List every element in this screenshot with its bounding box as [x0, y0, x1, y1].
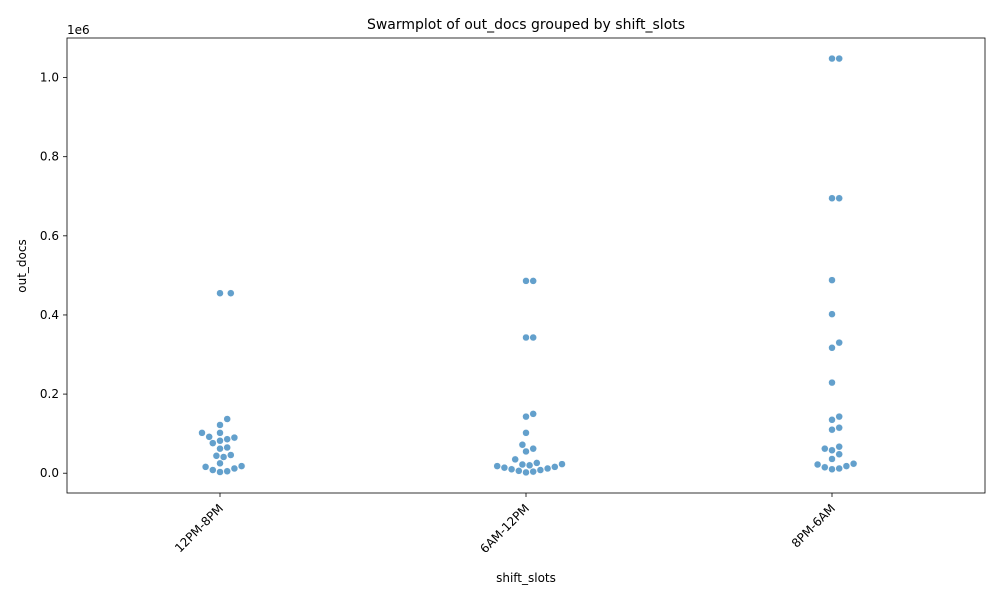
data-point	[828, 446, 836, 455]
x-tick-label: 6AM-12PM	[477, 501, 532, 556]
y-tick-label: 0.0	[40, 466, 59, 480]
data-point	[828, 310, 836, 318]
data-point	[205, 433, 213, 441]
data-point	[515, 467, 523, 475]
data-point	[216, 437, 224, 445]
data-point	[525, 461, 534, 470]
data-point	[828, 194, 836, 202]
data-point	[558, 460, 566, 468]
y-axis-offset-label: 1e6	[67, 23, 90, 37]
data-point	[230, 433, 239, 442]
data-point	[529, 444, 537, 453]
data-point	[507, 465, 516, 474]
data-point	[227, 289, 235, 297]
y-axis-ticks: 0.0 0.2 0.4 0.6 0.8 1.0	[40, 71, 67, 480]
y-tick-label: 0.4	[40, 308, 59, 322]
data-point	[230, 464, 239, 473]
chart-title: Swarmplot of out_docs grouped by shift_s…	[367, 17, 685, 33]
data-point	[835, 412, 843, 421]
y-tick-label: 1.0	[40, 71, 59, 85]
data-point	[223, 415, 231, 423]
data-point	[216, 459, 224, 468]
data-point	[522, 333, 530, 342]
data-point	[835, 194, 843, 202]
data-point	[209, 439, 217, 447]
data-point	[237, 462, 246, 470]
data-point	[821, 444, 829, 453]
data-point	[828, 378, 836, 387]
data-point	[219, 453, 228, 461]
data-point	[835, 442, 843, 451]
data-point	[835, 464, 843, 473]
data-point	[216, 429, 224, 437]
data-point	[529, 410, 537, 418]
data-point	[522, 468, 530, 477]
data-point	[511, 455, 519, 464]
data-point	[216, 421, 224, 429]
y-tick-label: 0.6	[40, 229, 59, 243]
data-points	[198, 54, 858, 477]
data-point	[828, 416, 836, 424]
data-point	[522, 429, 530, 437]
x-axis-label: shift_slots	[496, 571, 556, 585]
data-point	[223, 467, 231, 475]
data-point	[518, 460, 527, 469]
data-point	[201, 463, 210, 471]
data-point	[849, 459, 858, 468]
data-point	[828, 54, 836, 63]
data-point	[522, 412, 530, 421]
y-axis-label: out_docs	[15, 239, 29, 292]
data-point	[227, 451, 235, 459]
y-tick-label: 0.2	[40, 387, 59, 401]
data-point	[551, 463, 559, 471]
data-point	[223, 435, 231, 443]
x-axis-ticks: 12PM-8PM 6AM-12PM 8PM-6AM	[172, 493, 838, 556]
data-point	[821, 463, 829, 472]
x-tick-label: 12PM-8PM	[172, 501, 226, 555]
data-point	[529, 277, 537, 285]
data-point	[216, 289, 224, 297]
data-point	[223, 443, 231, 452]
data-point	[828, 425, 836, 434]
data-point	[216, 468, 224, 476]
x-tick-label: 8PM-6AM	[789, 501, 838, 550]
data-point	[813, 460, 822, 469]
data-point	[518, 440, 527, 449]
data-point	[828, 455, 836, 463]
data-point	[529, 333, 537, 342]
data-point	[216, 444, 224, 453]
data-point	[842, 462, 851, 470]
data-point	[536, 466, 545, 474]
data-point	[835, 54, 843, 63]
data-point	[828, 276, 836, 284]
plot-frame	[66, 37, 986, 494]
data-point	[529, 467, 537, 476]
data-point	[828, 344, 836, 352]
data-point	[522, 277, 530, 285]
data-point	[835, 450, 843, 458]
data-point	[543, 464, 552, 473]
y-tick-label: 0.8	[40, 150, 59, 164]
data-point	[533, 459, 541, 467]
data-point	[209, 466, 217, 474]
data-point	[212, 452, 221, 460]
data-point	[493, 462, 501, 470]
data-point	[198, 429, 206, 437]
data-point	[500, 463, 509, 472]
data-point	[828, 465, 836, 474]
data-point	[835, 338, 843, 347]
data-point	[522, 447, 530, 456]
data-point	[835, 423, 843, 432]
